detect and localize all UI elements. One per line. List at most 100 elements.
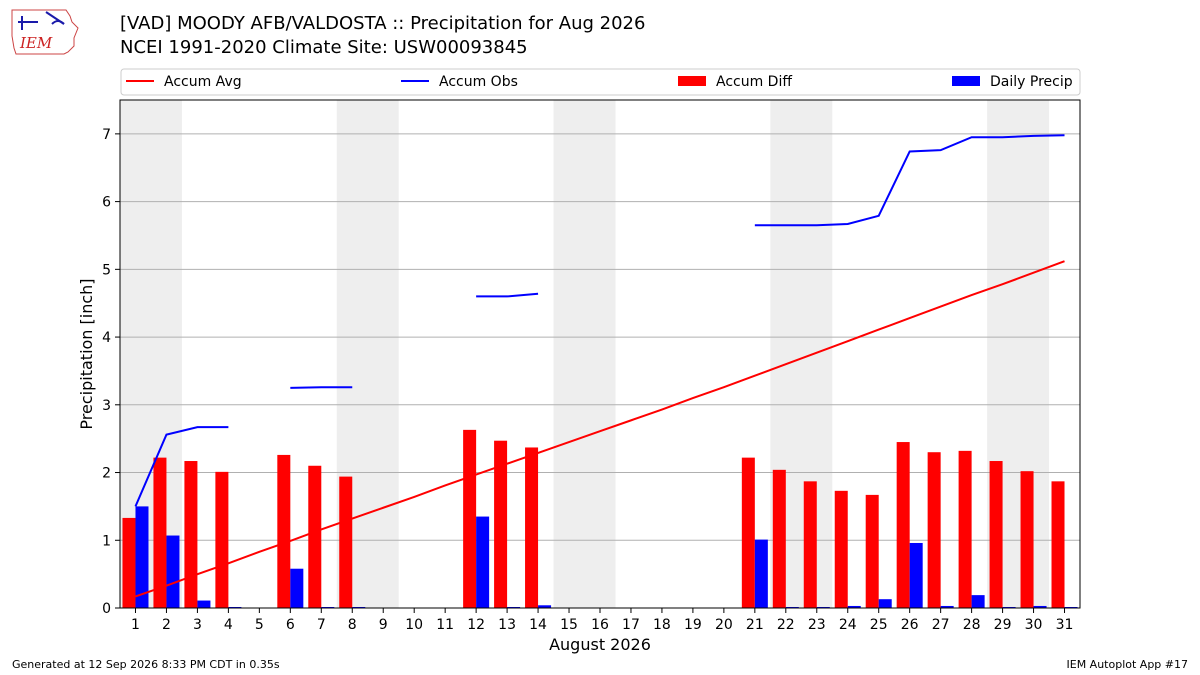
x-tick-label: 31 (1056, 617, 1074, 633)
x-tick-label: 5 (255, 617, 264, 633)
x-tick-label: 17 (622, 617, 640, 633)
legend-item: Daily Precip (952, 74, 1073, 90)
chart-title: [VAD] MOODY AFB/VALDOSTA :: Precipitatio… (120, 13, 646, 34)
x-tick-label: 18 (653, 617, 671, 633)
legend-bar-swatch (952, 76, 980, 86)
daily-precip-bar (1033, 605, 1047, 608)
y-tick-label: 3 (102, 398, 111, 414)
accum-obs-line (134, 426, 229, 507)
accum-diff-bar (215, 471, 229, 608)
daily-precip-bar (847, 605, 861, 608)
accum-diff-bar (834, 490, 848, 608)
daily-precip-bar (476, 516, 490, 608)
legend: Accum Avg Accum Obs Accum Diff Daily Precip (120, 68, 1081, 96)
accum-diff-bar (153, 457, 167, 608)
x-tick-label: 8 (348, 617, 357, 633)
x-tick-label: 7 (317, 617, 326, 633)
accum-diff-bar (308, 465, 322, 608)
daily-precip-bar (878, 599, 892, 608)
daily-precip-bar (538, 605, 552, 608)
y-tick-label: 5 (102, 262, 111, 278)
chart-subtitle: NCEI 1991-2020 Climate Site: USW00093845 (120, 37, 528, 58)
accum-diff-bar (772, 469, 786, 608)
legend-box (120, 68, 1081, 96)
accum-diff-bar (494, 440, 508, 608)
accum-diff-bar (741, 457, 755, 608)
legend-item: Accum Avg (126, 74, 242, 90)
iem-logo: IEM (11, 9, 79, 55)
legend-item: Accum Obs (401, 74, 518, 90)
lines (134, 134, 1065, 598)
accum-diff-bar (463, 429, 477, 608)
accum-diff-bar (1051, 481, 1065, 608)
accum-diff-bar (184, 461, 198, 608)
y-tick-label: 1 (102, 533, 111, 549)
accum-diff-bar (927, 452, 941, 608)
x-tick-label: 3 (193, 617, 202, 633)
accum-avg-line (135, 260, 1065, 598)
accum-diff-bar (989, 461, 1003, 608)
x-tick-label: 20 (715, 617, 733, 633)
accum-diff-bar (1020, 471, 1034, 608)
daily-precip-bar (197, 600, 211, 608)
y-tick-label: 7 (102, 127, 111, 143)
legend-label: Accum Obs (439, 74, 518, 90)
x-axis-label: August 2026 (549, 635, 651, 654)
legend-label: Daily Precip (990, 74, 1073, 90)
daily-precip-bar (971, 595, 985, 608)
accum-diff-bar (865, 494, 879, 608)
x-tick-label: 12 (467, 617, 485, 633)
x-tick-label: 4 (224, 617, 233, 633)
x-tick-label: 22 (777, 617, 795, 633)
accum-obs-line (754, 134, 1065, 227)
logo-text: IEM (19, 34, 53, 52)
x-tick-label: 26 (901, 617, 919, 633)
y-tick-label: 6 (102, 195, 111, 211)
weekend-band (553, 100, 616, 608)
x-tick-label: 28 (963, 617, 981, 633)
accum-diff-bar (277, 454, 291, 608)
accum-diff-bar (803, 481, 817, 608)
accum-obs-line (476, 292, 539, 298)
legend-label: Accum Avg (164, 74, 242, 90)
x-tick-label: 27 (932, 617, 950, 633)
x-tick-label: 25 (870, 617, 888, 633)
x-tick-label: 1 (131, 617, 140, 633)
x-tick-label: 13 (498, 617, 516, 633)
bars (122, 429, 1078, 608)
generated-timestamp: Generated at 12 Sep 2026 8:33 PM CDT in … (12, 658, 280, 671)
x-tick-label: 16 (591, 617, 609, 633)
app-label: IEM Autoplot App #17 (1066, 658, 1189, 671)
x-tick-label: 15 (560, 617, 578, 633)
accum-diff-bar (122, 517, 136, 608)
accum-diff-bar (339, 476, 353, 608)
x-tick-label: 21 (746, 617, 764, 633)
x-tick-label: 30 (1025, 617, 1043, 633)
weather-station-icon (18, 11, 65, 30)
legend-label: Accum Diff (716, 74, 792, 90)
x-tick-label: 29 (994, 617, 1012, 633)
daily-precip-bar (135, 506, 149, 608)
accum-obs-line (290, 386, 353, 389)
x-tick-label: 24 (839, 617, 857, 633)
x-tick-label: 9 (379, 617, 388, 633)
y-tick-label: 0 (102, 601, 111, 617)
x-tick-label: 19 (684, 617, 702, 633)
daily-precip-bar (166, 535, 180, 608)
y-axis-label: Precipitation [inch] (77, 278, 96, 429)
accum-diff-bar (525, 447, 539, 608)
accum-diff-bar (896, 442, 910, 608)
daily-precip-bar (754, 539, 768, 608)
y-tick-label: 2 (102, 466, 111, 482)
x-tick-label: 10 (405, 617, 423, 633)
y-tick-label: 4 (102, 330, 111, 346)
accum-diff-bar (958, 450, 972, 608)
x-tick-label: 23 (808, 617, 826, 633)
x-tick-label: 6 (286, 617, 295, 633)
daily-precip-bar (290, 568, 304, 608)
x-tick-label: 14 (529, 617, 547, 633)
x-tick-label: 2 (162, 617, 171, 633)
x-tick-label: 11 (436, 617, 454, 633)
